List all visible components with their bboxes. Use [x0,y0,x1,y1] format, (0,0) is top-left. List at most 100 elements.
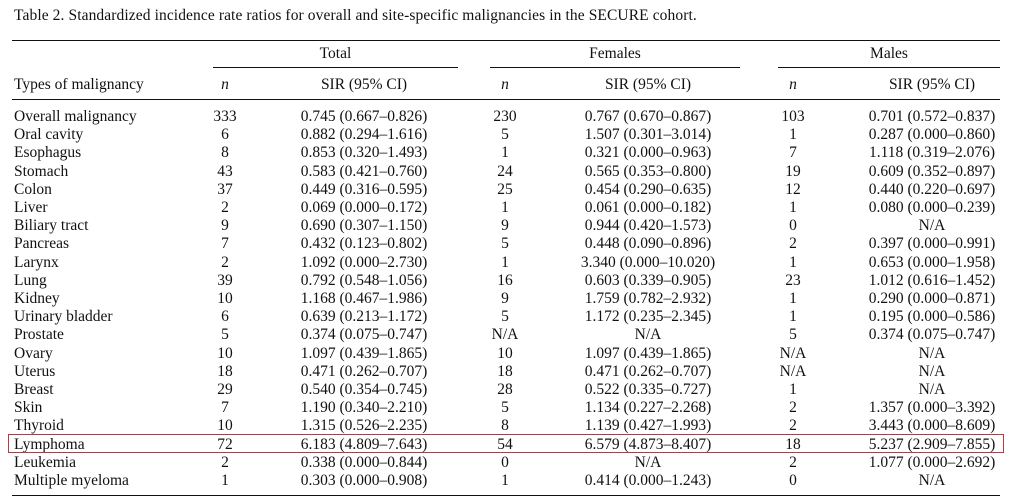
group-header-total: Total [319,45,352,62]
cell-type: Biliary tract [14,217,89,235]
cell-male-sir: 5.237 (2.909–7.855) [868,435,996,453]
cell-total-sir: 0.792 (0.548–1.056) [300,271,428,289]
cell-female-sir: 0.565 (0.353–0.800) [584,162,712,180]
cell-total-n: 43 [217,162,233,180]
cell-total-n: 29 [217,381,233,398]
cell-total-sir: 0.583 (0.421–0.760) [300,162,428,180]
cell-female-n: 5 [501,308,509,326]
cell-type: Overall malignancy [14,108,137,125]
cell-male-n: N/A [779,344,807,362]
cell-total-sir: 0.449 (0.316–0.595) [300,180,428,198]
cell-male-n: 7 [789,144,797,162]
cell-total-sir: 0.471 (0.262–0.707) [300,362,428,380]
cell-type: Larynx [14,253,59,271]
cell-female-sir: 6.579 (4.873–8.407) [584,435,712,453]
column-header-male-sir: SIR (95% CI) [888,76,976,93]
cell-female-sir: 0.061 (0.000–0.182) [584,199,712,216]
cell-female-sir: 0.767 (0.670–0.867) [584,108,712,125]
cell-male-n: N/A [779,362,807,380]
cell-male-n: 5 [789,326,797,344]
cell-male-sir: N/A [918,362,946,380]
cell-male-sir: 0.609 (0.352–0.897) [868,162,996,180]
cell-female-sir: 0.448 (0.090–0.896) [584,235,712,253]
cell-female-sir: 0.471 (0.262–0.707) [584,362,712,380]
cell-female-sir: 1.097 (0.439–1.865) [584,344,712,362]
cell-female-n: 0 [501,453,509,471]
cell-total-sir: 1.168 (0.467–1.986) [300,290,428,307]
cell-total-n: 72 [217,435,233,453]
cell-female-sir: 1.134 (0.227–2.268) [584,399,712,417]
column-header-total-sir: SIR (95% CI) [320,76,408,93]
cell-type: Lung [14,271,47,289]
cell-female-sir: 1.507 (0.301–3.014) [584,126,712,144]
cell-female-sir: 1.759 (0.782–2.932) [584,290,712,307]
cell-total-n: 7 [221,235,229,253]
cell-female-sir: 1.172 (0.235–2.345) [584,308,712,326]
cell-male-sir: 0.701 (0.572–0.837) [868,108,996,125]
cell-male-sir: 3.443 (0.000–8.609) [868,417,996,435]
cell-female-sir: N/A [634,453,662,471]
cell-female-n: 18 [497,362,513,380]
cell-type: Esophagus [14,144,82,162]
cell-male-sir: 1.077 (0.000–2.692) [868,453,996,471]
cell-male-n: 2 [789,235,797,253]
cell-total-n: 2 [221,453,229,471]
cell-type: Leukemia [14,453,76,471]
cell-type: Thyroid [14,417,64,435]
group-header-males: Males [870,45,908,62]
cell-total-sir: 0.690 (0.307–1.150) [300,217,428,235]
cell-female-n: 16 [497,271,513,289]
cell-type: Uterus [14,362,56,380]
cell-male-n: 2 [789,453,797,471]
group-rule-females [490,67,740,68]
cell-total-sir: 0.303 (0.000–0.908) [300,472,428,489]
cell-total-n: 18 [217,362,233,380]
cell-male-sir: 0.397 (0.000–0.991) [868,235,996,253]
cell-male-n: 18 [785,435,801,453]
cell-total-n: 10 [217,344,233,362]
cell-male-n: 1 [789,290,797,307]
cell-total-sir: 1.190 (0.340–2.210) [300,399,428,417]
cell-male-n: 1 [789,381,797,398]
cell-type: Ovary [14,344,53,362]
cell-male-n: 19 [785,162,801,180]
header-rule [12,99,1000,100]
cell-male-n: 1 [789,253,797,271]
cell-total-n: 9 [221,217,229,235]
cell-total-sir: 0.882 (0.294–1.616) [300,126,428,144]
cell-total-n: 7 [221,399,229,417]
cell-type: Skin [14,399,43,417]
column-header-female-n: n [501,76,509,93]
cell-male-sir: 1.357 (0.000–3.392) [868,399,996,417]
cell-female-n: 10 [497,344,513,362]
group-header-females: Females [589,45,641,62]
cell-total-sir: 0.540 (0.354–0.745) [300,381,428,398]
cell-male-sir: 0.290 (0.000–0.871) [868,290,996,307]
group-rule-total [213,67,458,68]
cell-total-n: 8 [221,144,229,162]
cell-type: Prostate [14,326,64,344]
cell-type: Pancreas [14,235,70,253]
cell-female-sir: 0.522 (0.335–0.727) [584,381,712,398]
cell-male-sir: 0.374 (0.075–0.747) [868,326,996,344]
cell-female-n: 5 [501,235,509,253]
cell-total-sir: 0.338 (0.000–0.844) [300,453,428,471]
bottom-rule [12,495,1000,497]
cell-male-n: 2 [789,417,797,435]
cell-male-sir: 0.287 (0.000–0.860) [868,126,996,144]
cell-female-sir: 0.321 (0.000–0.963) [584,144,712,162]
cell-male-n: 2 [789,399,797,417]
cell-total-sir: 0.639 (0.213–1.172) [300,308,428,326]
column-header-type: Types of malignancy [14,76,144,93]
cell-total-sir: 0.853 (0.320–1.493) [300,144,428,162]
column-header-female-sir: SIR (95% CI) [604,76,692,93]
cell-male-n: 1 [789,199,797,216]
cell-total-sir: 0.432 (0.123–0.802) [300,235,428,253]
cell-total-n: 37 [217,180,233,198]
cell-female-n: 1 [501,253,509,271]
cell-female-sir: 0.603 (0.339–0.905) [584,271,712,289]
cell-female-sir: 0.944 (0.420–1.573) [584,217,712,235]
cell-female-n: 5 [501,399,509,417]
cell-type: Breast [14,381,54,398]
cell-female-sir: 1.139 (0.427–1.993) [584,417,712,435]
